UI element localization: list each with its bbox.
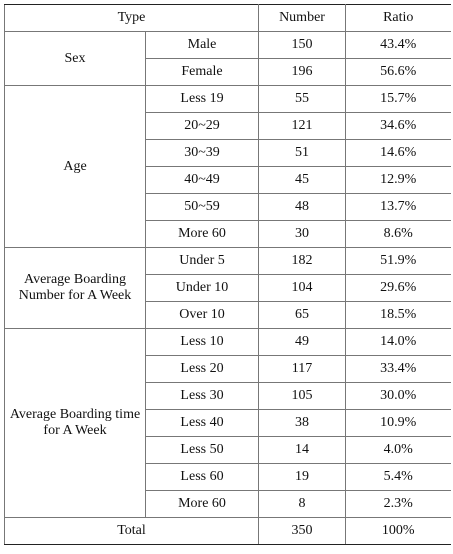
sub-type: More 60: [144, 490, 260, 518]
table-row: Average Boarding time for A Week Less 10 4…: [4, 328, 451, 518]
total-cell: Total: [3, 517, 260, 545]
table-row: Less 50 14 4.0%: [5, 436, 451, 464]
number-cell: 14: [258, 436, 347, 464]
ratio-cell: 30.0%: [345, 382, 451, 410]
sub-type: More 60: [144, 220, 260, 248]
ratio-cell: 56.6%: [345, 58, 451, 86]
ratio-cell: 14.0%: [345, 328, 451, 356]
number-cell: 104: [258, 274, 347, 302]
sub-type: 20~29: [144, 112, 260, 140]
sub-type: Male: [144, 31, 260, 59]
table-row: Over 10 65 18.5%: [5, 301, 451, 329]
ratio-cell: 33.4%: [345, 355, 451, 383]
ratio-cell: 5.4%: [345, 463, 451, 491]
ratio-cell: 2.3%: [345, 490, 451, 518]
group-label: Average Boarding time for A Week: [4, 328, 146, 518]
number-cell: 196: [258, 58, 347, 86]
header-cell: Ratio: [345, 4, 451, 32]
group-label: Sex: [4, 31, 146, 86]
ratio-cell: 13.7%: [345, 193, 451, 221]
total-cell: 350: [258, 517, 347, 545]
ratio-cell: 43.4%: [345, 31, 451, 59]
table-row: More 60 30 8.6%: [5, 220, 451, 248]
sub-type: Less 30: [144, 382, 260, 410]
total-cell: 100%: [345, 517, 451, 545]
ratio-cell: 8.6%: [345, 220, 451, 248]
sub-type: Less 10: [144, 328, 260, 356]
ratio-cell: 51.9%: [345, 247, 451, 275]
ratio-cell: 34.6%: [345, 112, 451, 140]
table-row: 30~39 51 14.6%: [5, 139, 451, 167]
table-row: Age Less 19 55 15.7%: [4, 85, 451, 248]
number-cell: 38: [258, 409, 347, 437]
group-label: Average Boarding Number for A Week: [4, 247, 146, 329]
table-row: Under 10 104 29.6%: [5, 274, 451, 302]
table-row: Less 30 105 30.0%: [5, 382, 451, 410]
number-cell: 65: [258, 301, 347, 329]
number-cell: 48: [258, 193, 347, 221]
number-cell: 182: [258, 247, 347, 275]
sub-type: 40~49: [144, 166, 260, 194]
number-cell: 8: [258, 490, 347, 518]
sub-type: Less 20: [144, 355, 260, 383]
sub-type: Under 5: [144, 247, 260, 275]
number-cell: 117: [258, 355, 347, 383]
table-row: 50~59 48 13.7%: [5, 193, 451, 221]
header-cell: Number: [258, 4, 347, 32]
table-body: Type Number Ratio Sex Male 150 43.4% Female 196 5…: [3, 4, 451, 545]
ratio-cell: 10.9%: [345, 409, 451, 437]
sub-type: Less 60: [144, 463, 260, 491]
table-row: Average Boarding Number for A Week Under …: [4, 247, 451, 329]
number-cell: 150: [258, 31, 347, 59]
page: Type Number Ratio Sex Male 150 43.4% Female 196 5…: [0, 4, 453, 554]
number-cell: 45: [258, 166, 347, 194]
table-row: Sex Male 150 43.4%: [4, 31, 451, 86]
ratio-cell: 18.5%: [345, 301, 451, 329]
number-cell: 121: [258, 112, 347, 140]
number-cell: 19: [258, 463, 347, 491]
table-row: Total 350 100%: [3, 517, 451, 545]
number-cell: 30: [258, 220, 347, 248]
sub-type: Less 50: [144, 436, 260, 464]
number-cell: 55: [258, 85, 347, 113]
data-table: Type Number Ratio Sex Male 150 43.4% Female 196 5…: [3, 4, 451, 545]
table-row: 40~49 45 12.9%: [5, 166, 451, 194]
ratio-cell: 15.7%: [345, 85, 451, 113]
ratio-cell: 29.6%: [345, 274, 451, 302]
number-cell: 49: [258, 328, 347, 356]
ratio-cell: 4.0%: [345, 436, 451, 464]
sub-type: Female: [144, 58, 260, 86]
table-row: Type Number Ratio: [3, 4, 451, 32]
sub-type: Less 40: [144, 409, 260, 437]
number-cell: 105: [258, 382, 347, 410]
group-label: Age: [4, 85, 146, 248]
ratio-cell: 14.6%: [345, 139, 451, 167]
sub-type: Less 19: [144, 85, 260, 113]
sub-type: 30~39: [144, 139, 260, 167]
number-cell: 51: [258, 139, 347, 167]
sub-type: 50~59: [144, 193, 260, 221]
sub-type: Under 10: [144, 274, 260, 302]
header-cell: Type: [3, 4, 260, 32]
ratio-cell: 12.9%: [345, 166, 451, 194]
sub-type: Over 10: [144, 301, 260, 329]
